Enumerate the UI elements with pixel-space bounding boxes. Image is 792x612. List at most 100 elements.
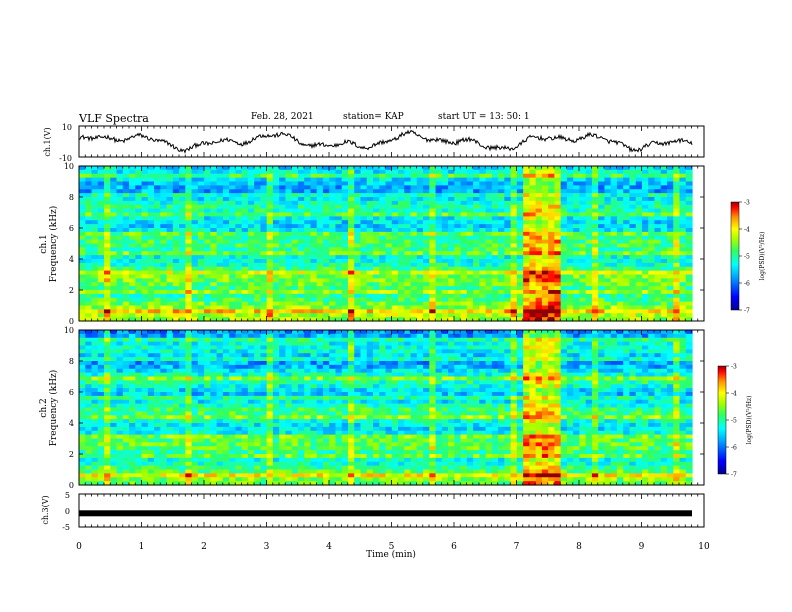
spectrogram-cell — [347, 181, 355, 186]
spectrogram-cell — [154, 220, 161, 225]
spectrogram-cell — [91, 181, 99, 186]
spectrogram-cell — [466, 266, 474, 272]
spectrogram-cell — [254, 293, 261, 299]
spectrogram-cell — [129, 317, 136, 322]
spectrogram-cell — [166, 228, 174, 233]
spectrogram-cell — [529, 220, 537, 225]
spectrogram-cell — [523, 259, 530, 264]
spectrogram-cell — [535, 231, 543, 237]
spectrogram-cell — [585, 243, 593, 248]
spectrogram-cell — [322, 235, 330, 241]
spectrogram-cell — [591, 278, 599, 283]
spectrogram-cell — [179, 345, 186, 350]
spectrogram-cell — [135, 282, 143, 287]
spectrogram-cell — [366, 286, 374, 291]
spectrogram-cell — [679, 259, 687, 264]
spectrogram-cell — [429, 208, 437, 214]
spectrogram-cell — [435, 173, 443, 179]
spectrogram-cell — [347, 270, 355, 276]
spectrogram-cell — [473, 177, 480, 183]
spectrogram-cell — [685, 251, 693, 256]
spectrogram-cell — [454, 282, 462, 287]
spectrogram-cell — [197, 169, 205, 175]
spectrogram-cell — [97, 293, 105, 299]
spectrogram-cell — [616, 259, 624, 264]
spectrogram-cell — [216, 235, 224, 241]
spectrogram-cell — [491, 189, 499, 194]
spectrogram-cell — [585, 337, 593, 343]
spectrogram-cell — [535, 345, 543, 350]
spectrogram-cell — [216, 169, 224, 175]
spectrogram-cell — [529, 349, 537, 354]
spectrogram-cell — [454, 349, 462, 354]
spectrogram-cell — [329, 341, 337, 347]
spectrogram-cell — [460, 189, 468, 194]
spectrogram-cell — [498, 290, 505, 295]
spectrogram-cell — [216, 228, 224, 233]
spectrogram-cell — [216, 301, 224, 307]
spectrogram-cell — [410, 293, 418, 299]
spectrogram-cell — [385, 247, 393, 252]
spectrogram-cell — [604, 262, 612, 268]
spectrogram-cell — [460, 290, 468, 295]
spectrogram-cell — [354, 290, 362, 295]
spectrogram-cell — [210, 274, 218, 279]
spectrogram-cell — [598, 274, 606, 279]
spectrogram-cell — [560, 259, 568, 264]
spectrogram-cell — [379, 185, 387, 190]
spectrogram-cell — [329, 204, 337, 210]
spectrogram-cell — [685, 297, 693, 303]
spectrogram-cell — [635, 282, 643, 287]
spectrogram-cell — [191, 313, 199, 318]
spectrogram-cell — [648, 259, 656, 264]
spectrogram-cell — [673, 349, 681, 354]
spectrogram-cell — [79, 255, 86, 260]
spectrogram-cell — [616, 262, 624, 268]
spectrogram-cell — [216, 177, 224, 183]
spectrogram-cell — [504, 286, 512, 291]
spectrogram-cell — [548, 208, 555, 214]
spectrogram-cell — [172, 243, 180, 248]
spectrogram-cell — [454, 251, 462, 256]
spectrogram-cell — [329, 177, 337, 183]
spectrogram-cell — [360, 216, 368, 221]
spectrogram-cell — [341, 235, 349, 241]
spectrogram-cell — [147, 239, 155, 245]
spectrogram-cell — [341, 212, 349, 217]
spectrogram-cell — [591, 189, 599, 194]
spectrogram-cell — [379, 224, 387, 229]
spectrogram-cell — [310, 169, 318, 175]
spectrogram-cell — [379, 200, 387, 206]
spectrogram-cell — [466, 166, 474, 171]
spectrogram-cell — [473, 239, 480, 245]
spectrogram-cell — [429, 345, 437, 350]
spectrogram-cell — [554, 330, 562, 335]
spectrogram-cell — [648, 177, 656, 183]
spectrogram-cell — [391, 251, 399, 256]
spectrogram-cell — [585, 173, 593, 179]
spectrogram-cell — [560, 317, 568, 322]
spectrogram-cell — [79, 345, 86, 350]
spectrogram-cell — [297, 274, 305, 279]
spectrogram-cell — [573, 189, 581, 194]
spectrogram-cell — [585, 330, 593, 335]
spectrogram-cell — [654, 231, 662, 237]
spectrogram-cell — [498, 337, 505, 343]
spectrogram-cell — [504, 333, 512, 339]
spectrogram-cell — [266, 297, 274, 303]
spectrogram-cell — [291, 337, 299, 343]
spectrogram-cell — [510, 259, 518, 264]
spectrogram-cell — [260, 177, 268, 183]
spectrogram-cell — [110, 305, 118, 310]
spectrogram-cell — [610, 235, 618, 241]
spectrogram-cell — [685, 274, 693, 279]
spectrogram-cell — [129, 200, 136, 206]
spectrogram-cell — [541, 247, 549, 252]
spectrogram-cell — [329, 212, 337, 217]
spectrogram-cell — [272, 330, 280, 335]
spectrogram-cell — [591, 204, 599, 210]
spectrogram-cell — [554, 270, 562, 276]
spectrogram-cell — [347, 266, 355, 272]
spectrogram-cell — [172, 200, 180, 206]
spectrogram-cell — [510, 274, 518, 279]
